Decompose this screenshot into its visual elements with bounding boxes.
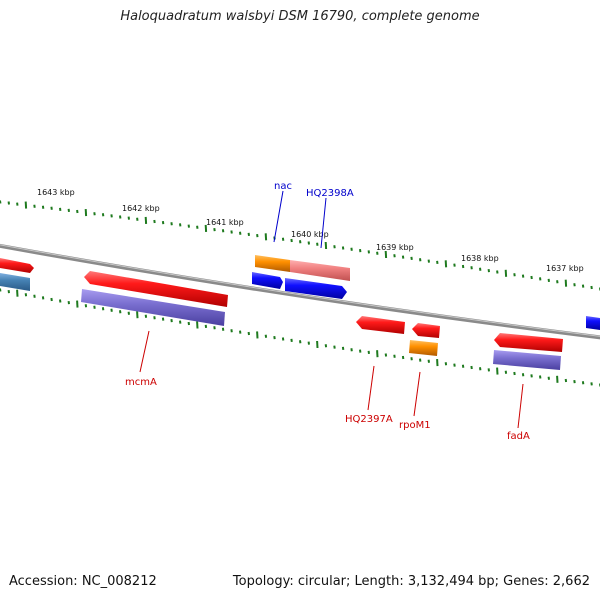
tick-labels: 1643 kbp 1642 kbp 1641 kbp 1640 kbp 1639… xyxy=(37,188,584,273)
gene-label-hq2398a[interactable]: HQ2398A xyxy=(306,188,354,199)
gene-label-mcma[interactable]: mcmA xyxy=(125,377,157,388)
tick-marks-upper xyxy=(0,200,600,291)
genome-backbone-highlight xyxy=(0,244,600,337)
leader-line-nac xyxy=(273,190,284,243)
leader-line-rpom1 xyxy=(413,371,421,417)
tick-label-1638: 1638 kbp xyxy=(461,254,499,263)
gene-label-rpom1[interactable]: rpoM1 xyxy=(399,420,431,431)
gene-feature[interactable] xyxy=(0,273,30,291)
genome-backbone xyxy=(0,243,600,340)
gene-label-leaders xyxy=(139,190,524,429)
tick-label-1641: 1641 kbp xyxy=(206,218,244,227)
tick-label-1640: 1640 kbp xyxy=(291,230,329,239)
gene-labels: nac HQ2398A mcmA HQ2397A rpoM1 fadA xyxy=(125,181,530,442)
tick-label-1637: 1637 kbp xyxy=(546,264,584,273)
leader-line-hq2398a xyxy=(320,197,327,249)
gene-feature[interactable] xyxy=(252,272,283,289)
map-title: Haloquadratum walsbyi DSM 16790, complet… xyxy=(120,9,480,24)
gene-feature[interactable] xyxy=(409,340,438,356)
gene-feature[interactable] xyxy=(493,350,561,370)
gene-label-hq2397a[interactable]: HQ2397A xyxy=(345,414,393,425)
gene-feature[interactable] xyxy=(494,333,563,352)
gene-feature[interactable] xyxy=(0,258,34,273)
tick-label-1639: 1639 kbp xyxy=(376,243,414,252)
genome-summary-text: Topology: circular; Length: 3,132,494 bp… xyxy=(232,574,590,589)
forward-strand-features xyxy=(0,255,600,330)
gene-label-fada[interactable]: fadA xyxy=(507,431,530,442)
tick-label-1643: 1643 kbp xyxy=(37,188,75,197)
gene-feature[interactable] xyxy=(412,323,440,338)
gene-feature[interactable] xyxy=(81,289,225,326)
gene-feature[interactable] xyxy=(285,278,347,299)
accession-text: Accession: NC_008212 xyxy=(9,574,157,589)
gene-feature[interactable] xyxy=(84,271,228,307)
gene-feature[interactable] xyxy=(290,260,350,281)
leader-line-fada xyxy=(517,383,524,429)
tick-marks-lower xyxy=(0,288,600,387)
gene-feature[interactable] xyxy=(356,316,405,334)
tick-label-1642: 1642 kbp xyxy=(122,204,160,213)
reverse-strand-features xyxy=(0,271,563,370)
leader-line-mcma xyxy=(139,330,150,373)
leader-line-hq2397a xyxy=(367,365,375,411)
gene-feature[interactable] xyxy=(586,316,600,330)
gene-label-nac[interactable]: nac xyxy=(274,181,292,192)
gene-feature[interactable] xyxy=(255,255,290,272)
